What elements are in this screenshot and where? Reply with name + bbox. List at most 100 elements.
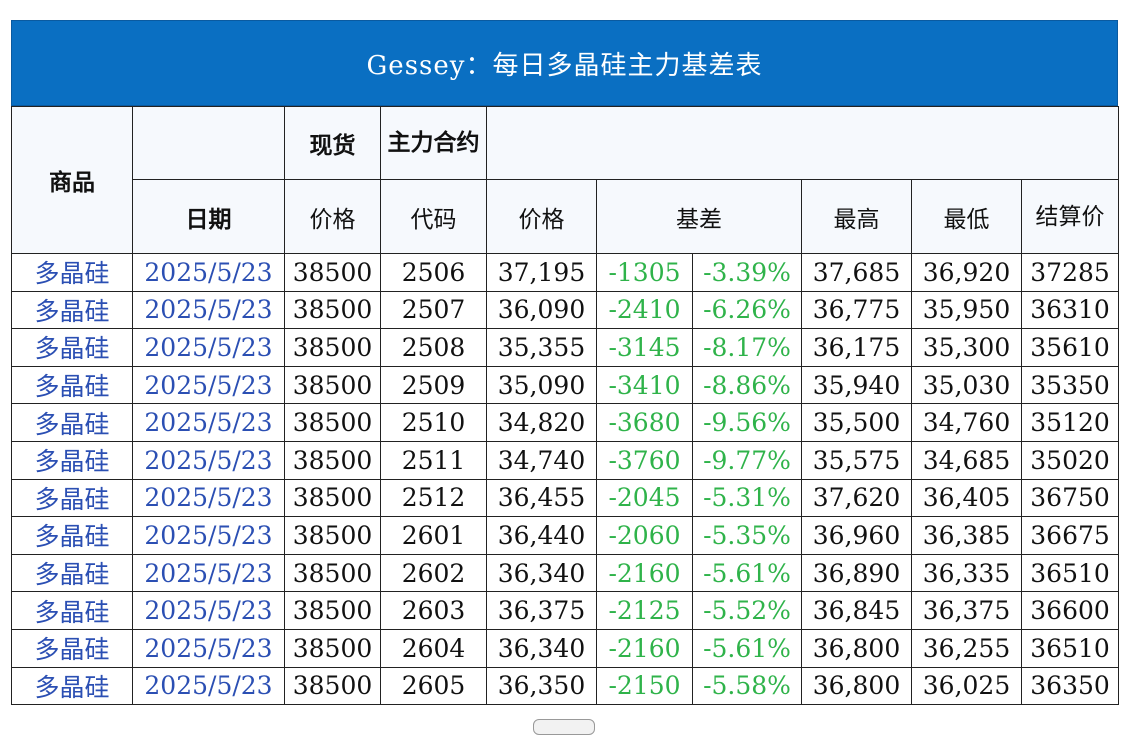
spot-price-cell: 38500 bbox=[284, 403, 381, 442]
header-basis: 基差 bbox=[596, 179, 802, 254]
settle-cell: 35610 bbox=[1020, 328, 1120, 367]
settle-cell: 36510 bbox=[1020, 553, 1120, 593]
high-cell: 37,620 bbox=[801, 478, 912, 518]
basis-cell: -2410 bbox=[596, 290, 693, 330]
price-cell: 36,350 bbox=[486, 666, 597, 706]
basis-percent-cell: -5.35% bbox=[692, 516, 802, 555]
contract-code-cell: 2511 bbox=[380, 440, 487, 480]
header-settle: 结算价 bbox=[1020, 179, 1120, 254]
price-cell: 34,820 bbox=[486, 403, 597, 442]
basis-cell: -2060 bbox=[596, 516, 693, 555]
high-cell: 37,685 bbox=[801, 253, 912, 292]
price-cell: 34,740 bbox=[486, 440, 597, 480]
commodity-cell: 多晶硅 bbox=[11, 478, 133, 518]
price-cell: 36,440 bbox=[486, 516, 597, 555]
high-cell: 36,800 bbox=[801, 666, 912, 706]
basis-percent-cell: -8.17% bbox=[692, 328, 802, 367]
basis-percent-cell: -3.39% bbox=[692, 253, 802, 292]
contract-code-cell: 2507 bbox=[380, 290, 487, 330]
basis-cell: -3760 bbox=[596, 440, 693, 480]
low-cell: 34,760 bbox=[911, 403, 1022, 442]
table-row: 多晶硅 2025/5/23 38500 2605 36,350 -2150 -5.58% 36… bbox=[11, 666, 1120, 706]
header-price: 价格 bbox=[486, 179, 597, 254]
settle-cell: 36600 bbox=[1020, 591, 1120, 630]
table-row: 多晶硅 2025/5/23 38500 2604 36,340 -2160 -5.61% 36… bbox=[11, 628, 1120, 668]
table-body: 多晶硅 2025/5/23 38500 2506 37,195 -1305 -3.39% 37… bbox=[11, 253, 1120, 706]
settle-cell: 36510 bbox=[1020, 628, 1120, 668]
contract-code-cell: 2602 bbox=[380, 553, 487, 593]
table-row: 多晶硅 2025/5/23 38500 2602 36,340 -2160 -5.61% 36… bbox=[11, 553, 1120, 593]
basis-cell: -2160 bbox=[596, 553, 693, 593]
settle-cell: 36750 bbox=[1020, 478, 1120, 518]
contract-code-cell: 2509 bbox=[380, 365, 487, 405]
commodity-cell: 多晶硅 bbox=[11, 516, 133, 555]
basis-cell: -2125 bbox=[596, 591, 693, 630]
settle-cell: 36350 bbox=[1020, 666, 1120, 706]
commodity-cell: 多晶硅 bbox=[11, 365, 133, 405]
basis-percent-cell: -5.61% bbox=[692, 628, 802, 668]
basis-percent-cell: -5.31% bbox=[692, 478, 802, 518]
spot-price-cell: 38500 bbox=[284, 516, 381, 555]
date-cell: 2025/5/23 bbox=[132, 478, 285, 518]
contract-code-cell: 2605 bbox=[380, 666, 487, 706]
spot-price-cell: 38500 bbox=[284, 365, 381, 405]
price-cell: 36,340 bbox=[486, 628, 597, 668]
spot-price-cell: 38500 bbox=[284, 290, 381, 330]
header-spot: 现货 bbox=[284, 106, 381, 180]
basis-cell: -3410 bbox=[596, 365, 693, 405]
basis-cell: -2150 bbox=[596, 666, 693, 706]
spot-price-cell: 38500 bbox=[284, 440, 381, 480]
contract-code-cell: 2601 bbox=[380, 516, 487, 555]
basis-percent-cell: -9.77% bbox=[692, 440, 802, 480]
header-high: 最高 bbox=[801, 179, 912, 254]
date-cell: 2025/5/23 bbox=[132, 516, 285, 555]
contract-code-cell: 2508 bbox=[380, 328, 487, 367]
date-cell: 2025/5/23 bbox=[132, 628, 285, 668]
settle-cell: 36310 bbox=[1020, 290, 1120, 330]
settle-cell: 35020 bbox=[1020, 440, 1120, 480]
price-cell: 36,455 bbox=[486, 478, 597, 518]
settle-cell: 35350 bbox=[1020, 365, 1120, 405]
spot-price-cell: 38500 bbox=[284, 553, 381, 593]
spot-price-cell: 38500 bbox=[284, 253, 381, 292]
table-row: 多晶硅 2025/5/23 38500 2507 36,090 -2410 -6.26% 36… bbox=[11, 290, 1120, 330]
low-cell: 36,335 bbox=[911, 553, 1022, 593]
date-cell: 2025/5/23 bbox=[132, 440, 285, 480]
table-row: 多晶硅 2025/5/23 38500 2512 36,455 -2045 -5.31% 37… bbox=[11, 478, 1120, 518]
date-cell: 2025/5/23 bbox=[132, 328, 285, 367]
basis-table: 商品 现货 主力合约 日期 价格 代码 价格 基差 最高 最低 结算价 多晶硅 2… bbox=[11, 106, 1120, 706]
price-cell: 37,195 bbox=[486, 253, 597, 292]
date-cell: 2025/5/23 bbox=[132, 591, 285, 630]
header-main-contract-span bbox=[485, 106, 1120, 180]
header-commodity: 商品 bbox=[11, 106, 133, 254]
basis-cell: -3680 bbox=[596, 403, 693, 442]
basis-cell: -3145 bbox=[596, 328, 693, 367]
header-main-contract: 主力合约 bbox=[380, 106, 487, 180]
low-cell: 36,385 bbox=[911, 516, 1022, 555]
high-cell: 36,800 bbox=[801, 628, 912, 668]
high-cell: 35,500 bbox=[801, 403, 912, 442]
spot-price-cell: 38500 bbox=[284, 628, 381, 668]
contract-code-cell: 2512 bbox=[380, 478, 487, 518]
high-cell: 36,775 bbox=[801, 290, 912, 330]
high-cell: 36,890 bbox=[801, 553, 912, 593]
basis-cell: -2045 bbox=[596, 478, 693, 518]
contract-code-cell: 2604 bbox=[380, 628, 487, 668]
low-cell: 34,685 bbox=[911, 440, 1022, 480]
date-cell: 2025/5/23 bbox=[132, 290, 285, 330]
table-row: 多晶硅 2025/5/23 38500 2509 35,090 -3410 -8.86% 35… bbox=[11, 365, 1120, 405]
scroll-handle[interactable] bbox=[533, 719, 595, 735]
high-cell: 36,845 bbox=[801, 591, 912, 630]
commodity-cell: 多晶硅 bbox=[11, 628, 133, 668]
low-cell: 36,405 bbox=[911, 478, 1022, 518]
basis-cell: -2160 bbox=[596, 628, 693, 668]
date-cell: 2025/5/23 bbox=[132, 403, 285, 442]
commodity-cell: 多晶硅 bbox=[11, 290, 133, 330]
header-row-2: 日期 价格 代码 价格 基差 最高 最低 结算价 bbox=[12, 179, 1120, 254]
header-spot-price: 价格 bbox=[284, 179, 381, 254]
low-cell: 36,920 bbox=[911, 253, 1022, 292]
contract-code-cell: 2506 bbox=[380, 253, 487, 292]
contract-code-cell: 2603 bbox=[380, 591, 487, 630]
header-date: 日期 bbox=[132, 179, 285, 254]
basis-cell: -1305 bbox=[596, 253, 693, 292]
